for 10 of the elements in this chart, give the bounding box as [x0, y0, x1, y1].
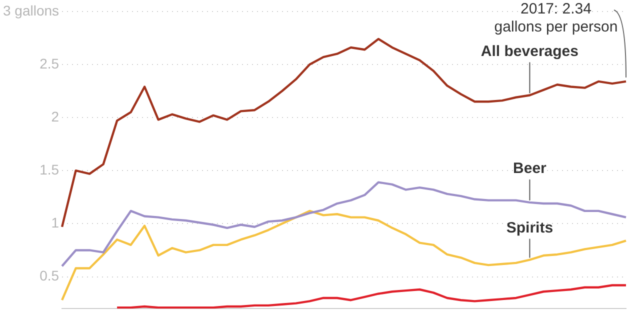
y-tick-label: 2 — [51, 108, 60, 124]
series-label: Spirits — [506, 219, 554, 236]
y-tick-label: 2.5 — [40, 55, 60, 72]
y-tick-label: 3 gallons — [2, 2, 60, 18]
y-tick-label: 1.5 — [40, 161, 60, 178]
y-tick-label: 0.5 — [40, 268, 60, 284]
y-tick-label: 1 — [51, 214, 60, 231]
annotation: 2017: 2.34 gallons per person — [494, 0, 618, 36]
series-label: Beer — [513, 160, 547, 178]
series-label: All beverages — [480, 42, 578, 60]
